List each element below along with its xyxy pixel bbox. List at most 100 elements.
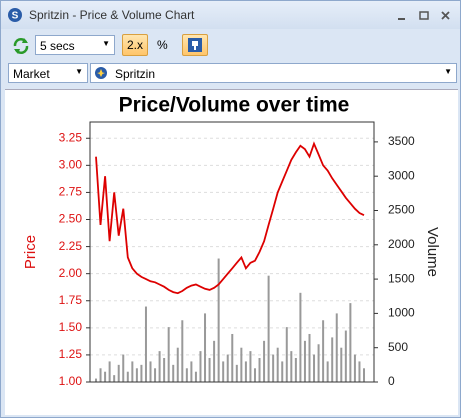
y-tick-label: 3.25 [59,130,83,144]
volume-bar [204,313,207,382]
volume-bar [317,344,320,382]
volume-bar [244,361,247,382]
y2-tick-label: 2000 [388,237,415,251]
instrument-icon [95,67,107,79]
chart-title: Price/Volume over time [119,94,350,117]
app-icon: S [8,8,22,22]
y2-tick-label: 1000 [388,306,415,320]
volume-bar [326,361,329,382]
y2-tick-label: 1500 [388,271,415,285]
volume-bar [263,340,266,382]
y2-tick-label: 2500 [388,203,415,217]
volume-bar [95,378,97,382]
window-title: Spritzin - Price & Volume Chart [29,8,195,22]
title-bar: S Spritzin - Price & Volume Chart [1,1,460,29]
y2-tick-label: 3500 [388,134,415,148]
volume-bar [258,357,261,382]
volume-bar [313,354,316,382]
y-tick-label: 2.25 [59,239,83,253]
volume-bar [240,347,243,382]
volume-bar [104,371,107,382]
volume-bar [272,354,275,382]
volume-bar [253,368,256,382]
y-tick-label: 2.75 [59,185,83,199]
y2-tick-label: 500 [388,340,408,354]
volume-bar [185,368,188,382]
volume-bar [290,351,293,382]
volume-bar [358,361,361,382]
volume-bar [126,371,129,382]
volume-bar [285,327,288,382]
market-dropdown[interactable]: Market ▼ [8,63,88,83]
instrument-dropdown[interactable]: Spritzin ▼ [90,63,457,83]
y-tick-label: 2.50 [59,212,83,226]
volume-bar [135,368,138,382]
interval-dropdown[interactable]: 5 secs ▼ [35,35,115,55]
scale-button[interactable]: 2.x [122,34,149,56]
volume-bar [181,320,184,382]
volume-bar [167,327,170,382]
volume-bar [349,303,352,382]
price-line [95,141,365,295]
y-tick-label: 1.00 [59,374,83,388]
volume-bar [190,361,193,382]
volume-bar [217,258,220,382]
refresh-button[interactable] [11,36,31,56]
volume-bar [140,364,143,382]
volume-bar [231,333,234,382]
volume-bar [222,361,225,382]
volume-bar [117,364,120,382]
volume-bar [331,337,334,382]
chart: Price/Volume over time 1.00 1.25 1.50 1.75 2… [22,94,441,389]
volume-bar [226,354,229,382]
volume-bar [276,347,279,382]
volume-bar [308,333,311,382]
volume-bar [154,368,157,382]
market-value: Market [13,67,50,81]
interval-value: 5 secs [40,39,75,53]
instrument-value: Spritzin [115,67,156,81]
volume-bar [281,361,284,382]
volume-bar [113,375,116,382]
volume-bar [213,340,216,382]
volume-bar [363,368,365,382]
y-tick-label: 1.50 [59,320,83,334]
percent-button[interactable]: % [157,38,168,52]
volume-bar [299,292,302,382]
y-tick-label: 3.00 [59,158,83,172]
volume-bar [322,320,325,382]
volume-bar [335,313,338,382]
y-tick-label: 1.75 [59,293,83,307]
volume-bar [344,330,347,382]
volume-bar [144,306,147,382]
volume-bar [108,361,111,382]
volume-bar [149,361,152,382]
volume-bar [267,275,270,382]
svg-text:S: S [12,11,19,22]
plot-frame [89,121,375,383]
y2-tick-label: 0 [388,374,395,388]
volume-bar [199,351,202,382]
volume-bar [208,357,211,382]
y-tick-label: 2.00 [59,266,83,280]
volume-bar [158,351,161,382]
volume-bar [249,351,252,382]
volume-bar [303,340,306,382]
volume-bar [99,368,102,382]
volume-bar [235,364,238,382]
volume-bar [294,357,297,382]
volume-bar [194,371,197,382]
y-axis-label: Price [22,235,39,269]
volume-bar [176,347,179,382]
y-tick-label: 1.25 [59,347,83,361]
y2-axis-label: Volume [424,227,441,277]
volume-bar [163,357,166,382]
chart-panel: Price/Volume over time 1.00 1.25 1.50 1.75 2… [5,89,458,415]
y2-tick-label: 3000 [388,168,415,182]
volume-bar [131,361,134,382]
volume-bar [353,354,356,382]
window-controls[interactable] [396,9,456,23]
volume-bar [122,354,125,382]
pin-button[interactable] [182,34,208,56]
